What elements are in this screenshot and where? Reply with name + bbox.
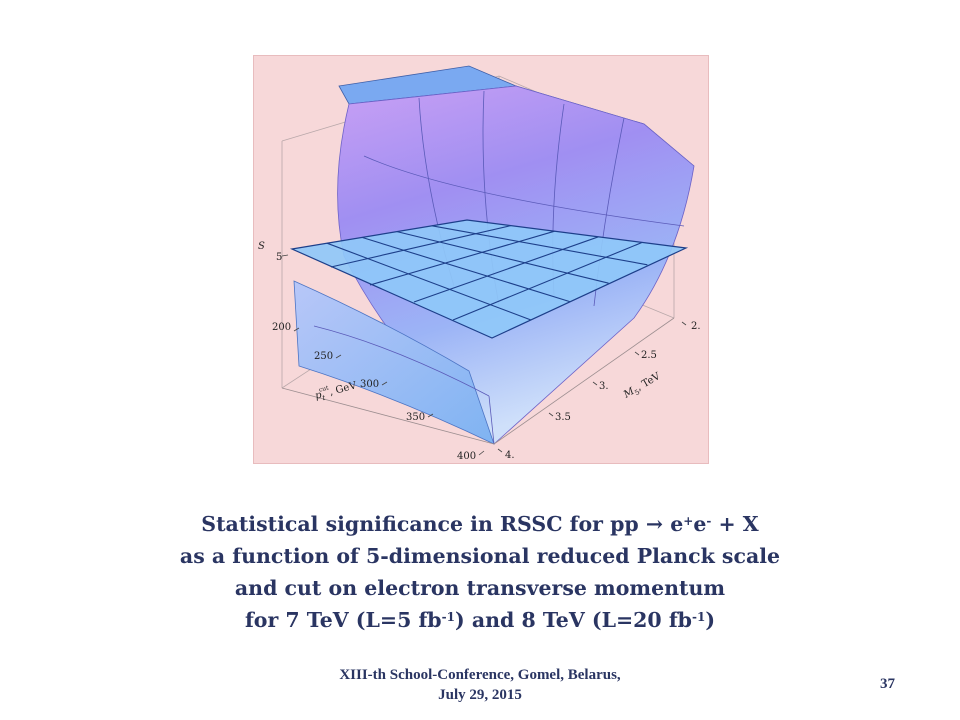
caption-line-4: for 7 TeV (L=5 fb-1) and 8 TeV (L=20 fb-… bbox=[244, 608, 716, 632]
y-tick-label: 3.5 bbox=[555, 412, 571, 423]
x-tick-label: 350 bbox=[406, 412, 425, 423]
caption-line-3: and cut on electron transverse momentum bbox=[234, 576, 726, 600]
y-tick-label: 2.5 bbox=[641, 350, 657, 361]
y-tick-label: 3. bbox=[599, 381, 609, 392]
y-tick-label: 2. bbox=[691, 321, 701, 332]
y-tick-label: 4. bbox=[505, 450, 515, 461]
z-tick-label: 5 bbox=[276, 252, 282, 263]
x-tick-label: 250 bbox=[314, 351, 333, 362]
z-axis: S 5 bbox=[258, 241, 289, 263]
plot-canvas: S 5 200 250 300 350 400 ptcut, GeV 2. bbox=[258, 65, 701, 462]
z-axis-label: S bbox=[258, 241, 265, 252]
x-axis-label: ptcut, GeV bbox=[313, 377, 359, 404]
x-axis: 200 250 300 350 400 ptcut, GeV bbox=[272, 322, 485, 462]
x-tick-label: 300 bbox=[360, 379, 379, 390]
page-number: 37 bbox=[880, 676, 895, 692]
y-axis-label: M5, TeV bbox=[621, 371, 664, 403]
significance-plane bbox=[289, 219, 689, 339]
x-tick-label: 400 bbox=[457, 451, 476, 462]
surface-plot: S 5 200 250 300 350 400 ptcut, GeV 2. bbox=[253, 55, 709, 464]
plane-grid bbox=[326, 225, 648, 321]
footer-line-1: XIII-th School-Conference, Gomel, Belaru… bbox=[339, 667, 621, 683]
caption-line-2: as a function of 5-dimensional reduced P… bbox=[179, 544, 781, 568]
box-front-edges bbox=[281, 317, 675, 445]
x-tick-label: 200 bbox=[272, 322, 291, 333]
caption-line-1: Statistical significance in RSSC for pp … bbox=[201, 512, 759, 536]
conference-footer: XIII-th School-Conference, Gomel, Belaru… bbox=[280, 665, 680, 705]
figure-caption: Statistical significance in RSSC for pp … bbox=[0, 508, 960, 636]
footer-line-2: July 29, 2015 bbox=[438, 687, 522, 703]
